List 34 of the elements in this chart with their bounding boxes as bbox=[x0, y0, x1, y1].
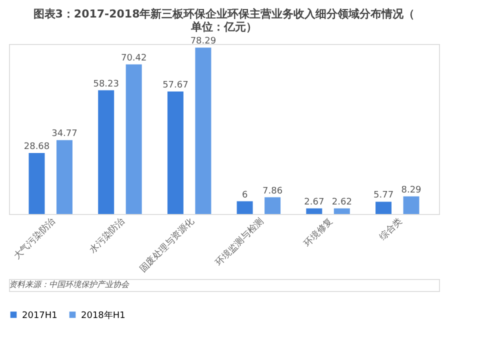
bar bbox=[126, 64, 142, 214]
data-label: 2.67 bbox=[304, 197, 324, 208]
text: 资料来源：中国环境保护产业协会 bbox=[9, 280, 130, 289]
bar bbox=[264, 197, 281, 214]
bar bbox=[236, 201, 253, 214]
legend-label: 2018年H1 bbox=[81, 310, 126, 321]
data-label: 57.67 bbox=[162, 80, 188, 90]
data-label: 5.77 bbox=[373, 190, 394, 201]
data-label: 78.29 bbox=[190, 36, 216, 47]
data-label: 58.23 bbox=[93, 79, 119, 90]
bar bbox=[167, 91, 184, 214]
data-label: 7.86 bbox=[262, 186, 283, 196]
x-tick-label: 水污染防治 bbox=[87, 216, 128, 256]
chart-title: 图表3：2017-2018年新三板环保企业环保主营业务收入细分领域分布情况（单位：亿元） bbox=[33, 8, 415, 34]
data-label: 70.42 bbox=[120, 53, 147, 64]
x-tick-label: 固废处理与资源化 bbox=[138, 216, 196, 274]
data-label: 8.29 bbox=[401, 185, 422, 196]
bar bbox=[98, 90, 114, 214]
data-label: 28.68 bbox=[24, 142, 50, 152]
bar bbox=[28, 153, 45, 214]
data-label: 6 bbox=[242, 190, 248, 200]
bar bbox=[334, 208, 350, 214]
x-tick-label: 环境修复 bbox=[302, 216, 336, 250]
bar bbox=[403, 196, 420, 214]
bar bbox=[306, 208, 322, 214]
x-tick-label: 大气污染防治 bbox=[12, 216, 58, 262]
bar bbox=[195, 48, 212, 214]
x-tick-label: 环境监测与检测 bbox=[213, 216, 266, 268]
x-tick-label: 综合类 bbox=[378, 216, 404, 243]
bar bbox=[376, 202, 392, 214]
data-label: 34.77 bbox=[52, 129, 78, 140]
legend-label: 2017H1 bbox=[22, 310, 58, 321]
data-label: 2.62 bbox=[332, 197, 352, 208]
bar bbox=[56, 140, 72, 214]
